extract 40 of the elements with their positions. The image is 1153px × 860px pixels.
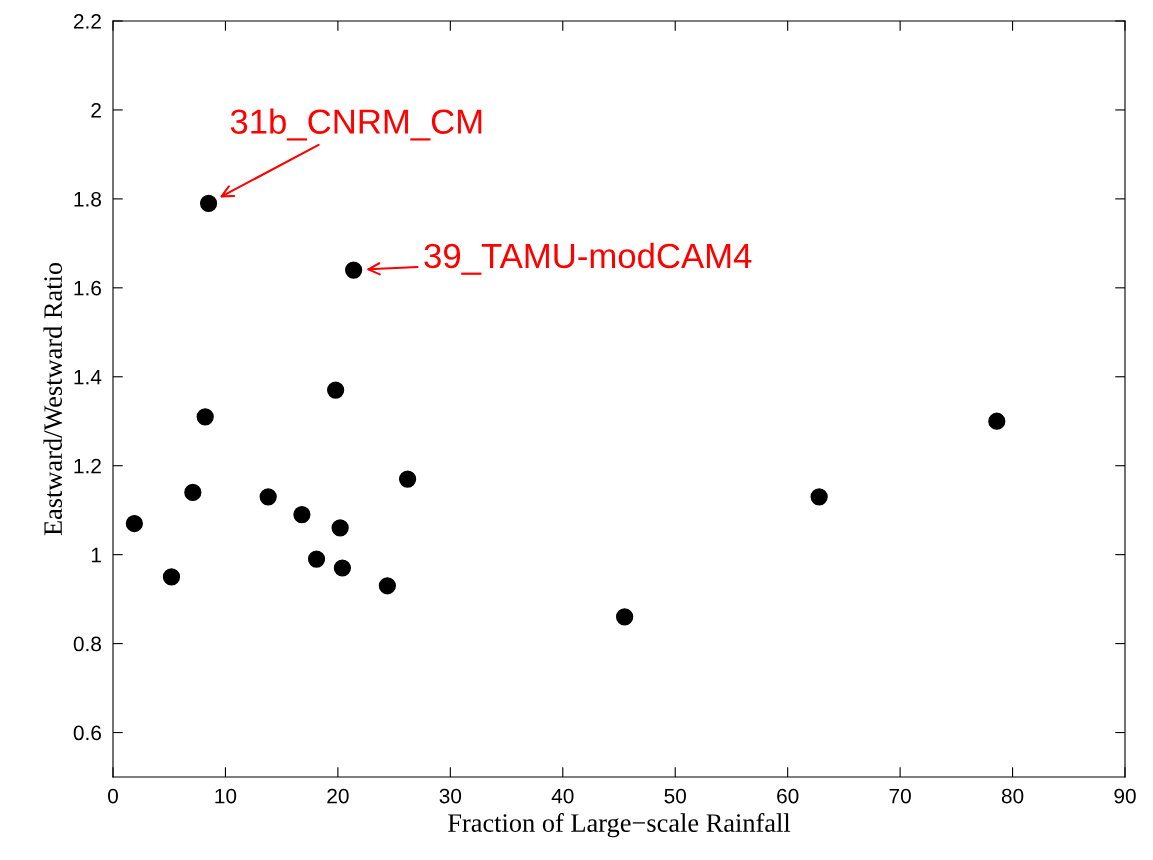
x-tick-label: 10 — [215, 788, 237, 804]
y-tick-label: 1.4 — [74, 369, 102, 385]
y-tick-label: 0.8 — [73, 636, 101, 652]
x-tick-label: 40 — [551, 788, 574, 804]
y-tick-label: 1.2 — [74, 458, 101, 474]
y-tick-label: 2.2 — [73, 14, 101, 29]
point — [616, 608, 634, 626]
x-axis-title: Fraction of Large−scale Rainfall — [448, 813, 791, 838]
point — [125, 514, 143, 533]
annotation: 39_TAMU-modCAM4 — [424, 242, 752, 275]
point — [810, 488, 828, 506]
x-tick-label: 30 — [439, 788, 462, 804]
point — [162, 568, 181, 586]
point — [259, 488, 277, 506]
y-tick-label: 1 — [91, 547, 101, 563]
x-tick-label: 80 — [1001, 788, 1024, 804]
y-tick-label: 1.8 — [74, 191, 101, 207]
point — [378, 577, 396, 595]
x-tick-label: 70 — [889, 788, 911, 804]
x-tick-label: 20 — [327, 788, 349, 804]
point — [293, 506, 311, 524]
point — [345, 261, 363, 279]
y-tick-label: 0.6 — [73, 725, 101, 741]
x-tick-label: 0 — [108, 788, 118, 804]
point — [331, 519, 349, 537]
y-tick-label: 2 — [91, 102, 101, 118]
x-tick-label: 60 — [777, 788, 799, 804]
point — [398, 470, 417, 488]
x-tick-label: 90 — [1114, 788, 1136, 804]
point — [327, 381, 345, 399]
y-axis-title: Eastward/Westward Ratio — [43, 262, 63, 536]
point — [196, 408, 214, 426]
point — [333, 559, 351, 577]
point — [199, 194, 218, 212]
point — [184, 483, 202, 502]
x-tick-label: 50 — [664, 788, 686, 804]
point — [307, 550, 326, 568]
annotation: 31b_CNRM_CM — [230, 108, 482, 141]
y-tick-label: 1.6 — [74, 280, 101, 296]
point — [988, 412, 1006, 430]
